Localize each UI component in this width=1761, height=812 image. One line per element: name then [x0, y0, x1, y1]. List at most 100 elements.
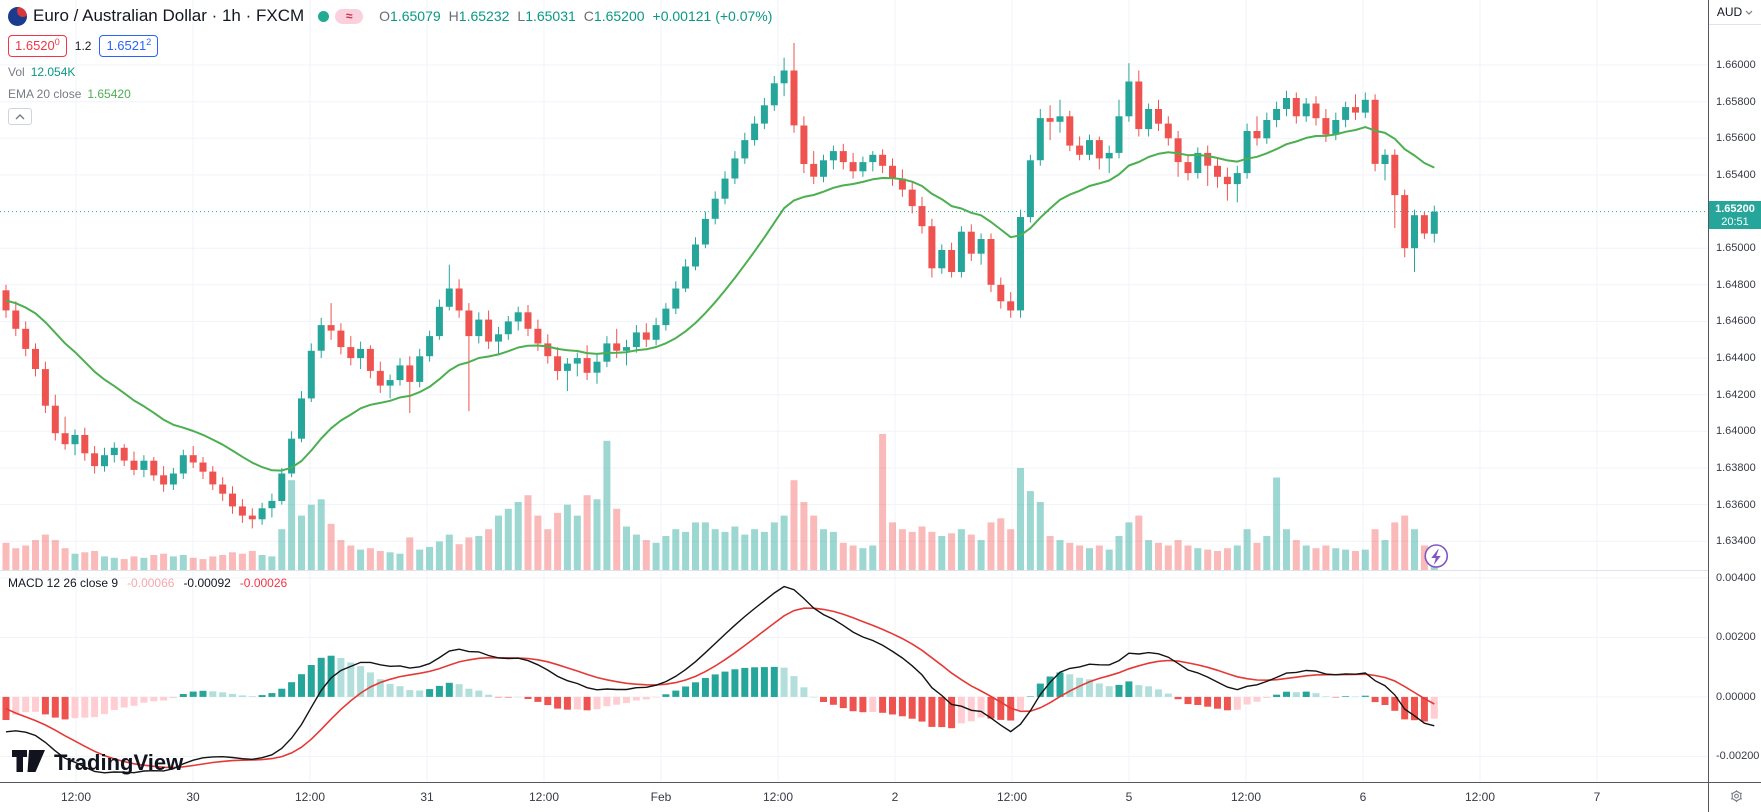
delayed-data-icon[interactable]: ≈	[335, 8, 364, 24]
macd-histogram-bar	[898, 696, 906, 717]
volume-bar	[1046, 536, 1054, 570]
ema-legend-row[interactable]: EMA 20 close 1.65420	[8, 86, 772, 102]
candle-body	[199, 462, 207, 472]
volume-bar	[741, 534, 749, 570]
candle-body	[101, 455, 108, 467]
market-status-icon[interactable]	[318, 10, 330, 22]
volume-bar	[209, 556, 217, 570]
volume-bar	[672, 529, 680, 570]
candle-body	[1381, 154, 1389, 164]
volume-bar	[514, 502, 522, 570]
candle-body	[623, 347, 630, 351]
candle-body	[475, 319, 483, 337]
close-value: 1.65200	[593, 8, 645, 24]
macd-histogram-bar	[169, 696, 177, 699]
macd-histogram-bar	[1086, 679, 1093, 697]
candle-body	[91, 453, 99, 467]
buy-price-button[interactable]: 1.6521 2	[99, 35, 159, 57]
price-tick-label: 1.65000	[1716, 242, 1756, 254]
macd-histogram-bar	[1155, 689, 1162, 697]
volume-bar	[1086, 548, 1093, 570]
macd-histogram-bar	[1214, 696, 1221, 709]
macd-histogram-bar	[1332, 696, 1340, 698]
volume-bar	[406, 537, 414, 570]
macd-histogram-bar	[504, 696, 512, 698]
sell-price-button[interactable]: 1.6520 0	[8, 35, 67, 57]
volume-bar	[1332, 548, 1340, 570]
macd-histogram-bar	[1391, 696, 1399, 711]
volume-bar	[22, 545, 30, 570]
macd-histogram-bar	[41, 696, 49, 715]
volume-bar	[32, 540, 39, 570]
macd-histogram-bar	[948, 696, 956, 729]
time-tick-label: 6	[1359, 790, 1367, 804]
volume-bar	[800, 502, 808, 570]
candle-body	[760, 105, 768, 124]
price-axis[interactable]: AUD 1.66000 1.65800 1.65600 1.65400 1.65000 1…	[1708, 0, 1761, 782]
candle-body	[209, 471, 217, 485]
macd-histogram-bar	[859, 696, 867, 713]
macd-histogram-bar	[524, 696, 532, 699]
candle-body	[1017, 217, 1024, 311]
macd-histogram-bar	[573, 696, 581, 710]
candle-body	[288, 438, 296, 474]
candle-body	[120, 447, 128, 461]
candle-body	[563, 363, 571, 371]
volume-bar	[751, 529, 759, 570]
candle-body	[366, 348, 374, 371]
collapse-legend-button[interactable]	[8, 108, 32, 125]
volume-bar	[918, 526, 926, 570]
macd-histogram-bar	[32, 696, 39, 712]
macd-histogram-bar	[81, 696, 89, 718]
price-tick-label: 1.65800	[1716, 96, 1756, 108]
volume-legend-row[interactable]: Vol 12.054K	[8, 64, 772, 80]
candle-body	[445, 288, 453, 307]
price-tick-label: 1.66000	[1716, 59, 1756, 71]
macd-tick-label: 0.00200	[1716, 631, 1756, 643]
candle-body	[770, 83, 778, 106]
volume-bar	[327, 523, 335, 570]
volume-bar	[1056, 540, 1064, 570]
volume-bar	[1066, 542, 1074, 570]
candle-body	[1095, 140, 1103, 159]
candle-body	[692, 244, 699, 267]
volume-bar	[1283, 529, 1290, 570]
candle-body	[71, 435, 79, 445]
macd-histogram-bar	[435, 685, 443, 697]
time-axis-settings-button[interactable]	[1728, 789, 1745, 806]
volume-bar	[61, 548, 69, 570]
price-tick-label: 1.63800	[1716, 462, 1756, 474]
macd-legend-row[interactable]: MACD 12 26 close 9 -0.00066 -0.00092 -0.…	[8, 576, 287, 590]
candle-body	[800, 125, 808, 164]
volume-bar	[150, 555, 158, 570]
last-price-label[interactable]: 1.65200 20:51	[1709, 201, 1761, 229]
symbol-title[interactable]: Euro / Australian Dollar · 1h · FXCM	[33, 6, 305, 25]
spread-value: 1.2	[74, 39, 92, 53]
volume-bar	[169, 556, 177, 570]
macd-histogram-bar	[1273, 694, 1281, 697]
volume-footprint-button[interactable]	[1424, 544, 1449, 568]
volume-bar	[563, 504, 571, 570]
macd-histogram-bar	[642, 696, 650, 700]
volume-bar	[760, 531, 768, 570]
candle-body	[790, 70, 798, 126]
volume-bar	[337, 540, 345, 570]
open-value: 1.65079	[390, 8, 441, 24]
currency-selector-button[interactable]: AUD	[1709, 0, 1761, 25]
candle-body	[879, 154, 887, 166]
volume-bar	[347, 545, 355, 570]
time-axis[interactable]: 12:00 30 12:00 31 12:00 Feb 12:00 2 12:00 5 12:00 6…	[0, 782, 1761, 812]
candle-body	[544, 343, 552, 357]
candle-body	[504, 321, 512, 335]
volume-bar	[317, 499, 325, 570]
candle-body	[1243, 131, 1251, 174]
macd-histogram-bar	[613, 696, 621, 705]
candle-body	[140, 460, 148, 470]
volume-bar	[435, 541, 443, 570]
time-tick-label: 12:00	[60, 790, 92, 804]
macd-histogram-bar	[91, 696, 99, 718]
macd-histogram-bar	[1430, 696, 1438, 719]
volume-bar	[71, 553, 79, 570]
macd-histogram-bar	[406, 690, 414, 697]
